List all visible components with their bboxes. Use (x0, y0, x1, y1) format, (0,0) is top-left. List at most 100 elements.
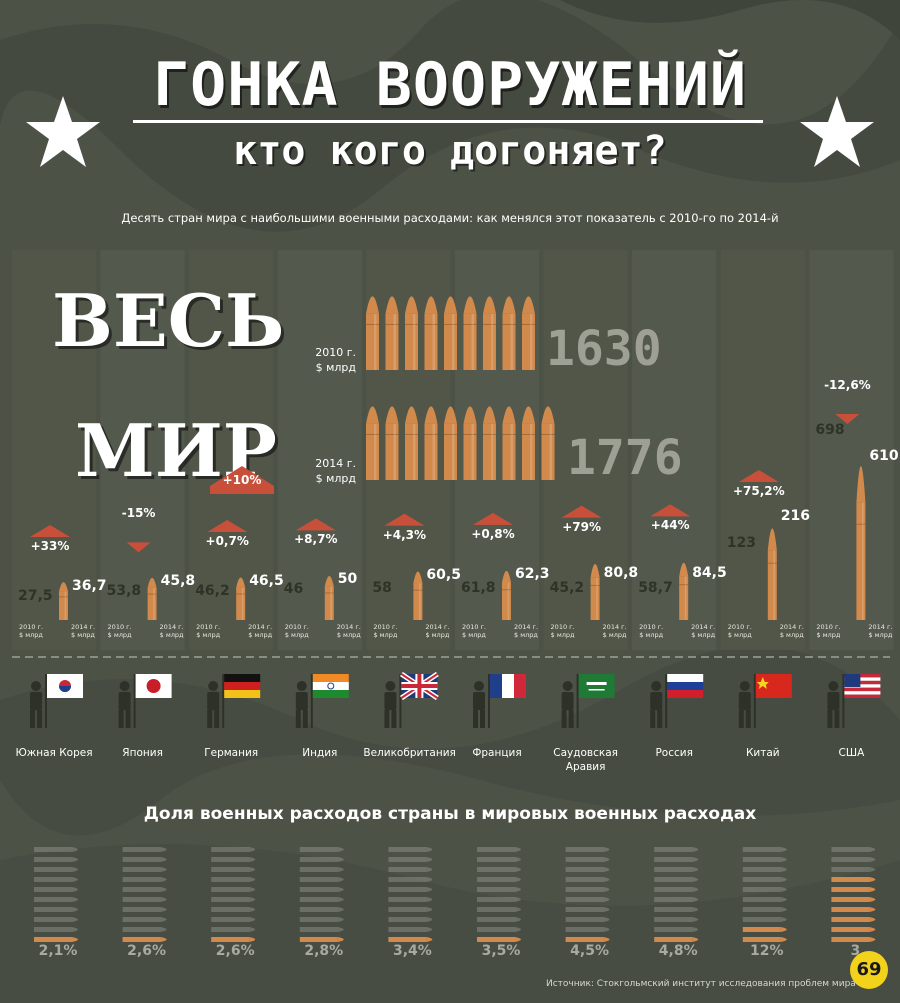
year-2010-label: 2010 г. $ млрд (196, 623, 221, 639)
change-arrow-up-icon (30, 525, 70, 538)
share-bullet-empty (299, 927, 344, 932)
page-title: ГОНКА ВООРУЖЕНИЙ (153, 50, 747, 120)
usa-flag-icon (844, 674, 881, 698)
value-2010-uk: 58 (372, 580, 392, 596)
world-2014-bullet (522, 406, 535, 480)
share-bullet-empty (742, 867, 787, 872)
share-bullet-empty (388, 847, 433, 852)
share-bullet-empty (211, 897, 256, 902)
share-bullet-empty (388, 857, 433, 862)
share-bullet-empty (299, 847, 344, 852)
share-bullet-empty (299, 857, 344, 862)
country-name-saudi-arabia: Саудовская Аравия (553, 747, 618, 773)
share-bullet-filled (831, 907, 876, 912)
value-2010-germany: 46,2 (195, 582, 230, 599)
value-2014-india: 50 (337, 571, 358, 588)
country-name-france: Франция (472, 747, 522, 759)
share-bullet-empty (299, 917, 344, 922)
share-bullet-empty (477, 867, 521, 872)
share-bullet-empty (34, 927, 78, 932)
bar-france (502, 570, 511, 620)
share-bullet-empty (477, 907, 521, 912)
share-bullet-empty (211, 927, 256, 932)
share-bullet-empty (831, 847, 876, 852)
share-bullet-empty (742, 877, 787, 882)
value-2014-saudi-arabia: 80,8 (603, 565, 639, 581)
share-bullet-empty (565, 917, 610, 922)
share-bullet-filled (831, 897, 876, 902)
country-name-uk: Великобритания (363, 747, 456, 759)
change-badge-china: +75,2% (732, 484, 785, 498)
world-2014-year: 2014 г. (315, 457, 356, 470)
share-bullet-empty (654, 907, 699, 912)
share-bullet-empty (742, 887, 787, 892)
country-name-russia: Россия (655, 747, 693, 759)
uk-flag-icon (400, 671, 439, 701)
share-value-china: 12% (750, 943, 784, 959)
year-2010-label: 2010 г. $ млрд (727, 623, 752, 639)
bar-china (767, 528, 777, 620)
year-2014-label: 2014 г. $ млрд (248, 623, 273, 639)
share-bullet-empty (34, 897, 78, 902)
country-column-3 (277, 250, 362, 650)
change-badge-germany: +0,7% (205, 533, 249, 548)
value-2014-usa: 610 (869, 448, 899, 464)
country-column-9 (809, 250, 894, 650)
share-bullet-empty (654, 857, 699, 862)
share-bullet-empty (477, 917, 521, 922)
publisher-logo: 69 (850, 951, 888, 989)
soldier-icon (827, 674, 845, 728)
share-bullet-empty (477, 877, 521, 882)
bar-russia (679, 562, 689, 620)
share-bullet-empty (122, 877, 167, 882)
soldier-icon (473, 674, 490, 728)
share-value-south-korea: 2,1% (38, 943, 78, 959)
share-value-france: 3,5% (481, 943, 521, 959)
share-bullet-empty (211, 867, 256, 872)
share-bullet-empty (122, 907, 167, 912)
value-2010-india: 46 (283, 581, 304, 598)
share-bullet-filled (211, 937, 256, 942)
soldier-icon (207, 674, 225, 728)
share-bullet-empty (299, 907, 344, 912)
share-bullet-empty (654, 887, 699, 892)
share-bullet-empty (565, 907, 610, 912)
share-bullet-empty (211, 847, 256, 852)
bar-germany (236, 577, 246, 620)
change-arrow-up-icon (295, 518, 336, 531)
change-arrow-up-icon (650, 504, 691, 517)
change-badge-uk: +4,3% (382, 527, 427, 542)
share-bullet-filled (565, 937, 610, 942)
share-bullet-empty (477, 927, 521, 932)
value-2010-russia: 58,7 (638, 580, 673, 596)
share-bullet-empty (831, 857, 876, 862)
star-icon (800, 96, 874, 167)
share-bullet-empty (211, 887, 256, 892)
bar-japan (147, 577, 157, 620)
share-bullet-empty (654, 927, 699, 932)
value-2014-france: 62,3 (515, 565, 550, 582)
world-up-arrow-icon (210, 466, 274, 494)
year-2014-label: 2014 г. $ млрд (779, 623, 804, 639)
share-bullet-filled (831, 887, 876, 892)
year-2014-label: 2014 г. $ млрд (691, 623, 716, 639)
share-bullet-empty (477, 897, 521, 902)
change-arrow-up-icon (473, 512, 513, 525)
change-badge-saudi-arabia: +79% (562, 519, 601, 534)
country-column-2 (189, 250, 274, 650)
value-2014-russia: 84,5 (692, 565, 727, 581)
share-bullet-empty (34, 857, 78, 862)
share-bullet-empty (477, 847, 521, 852)
share-bullet-empty (299, 877, 344, 882)
change-arrow-up-icon (561, 505, 602, 518)
star-icon (26, 96, 100, 167)
share-bullet-empty (388, 927, 433, 932)
value-2010-saudi-arabia: 45,2 (549, 580, 585, 596)
share-bullet-empty (211, 877, 256, 882)
value-2014-south-korea: 36,7 (72, 578, 107, 595)
world-2014-bullet (366, 406, 379, 480)
share-bullet-empty (122, 867, 167, 872)
world-2010-bullet (444, 296, 457, 370)
share-value-india: 2,8% (304, 943, 344, 959)
south-korea-flag-icon (47, 674, 83, 698)
